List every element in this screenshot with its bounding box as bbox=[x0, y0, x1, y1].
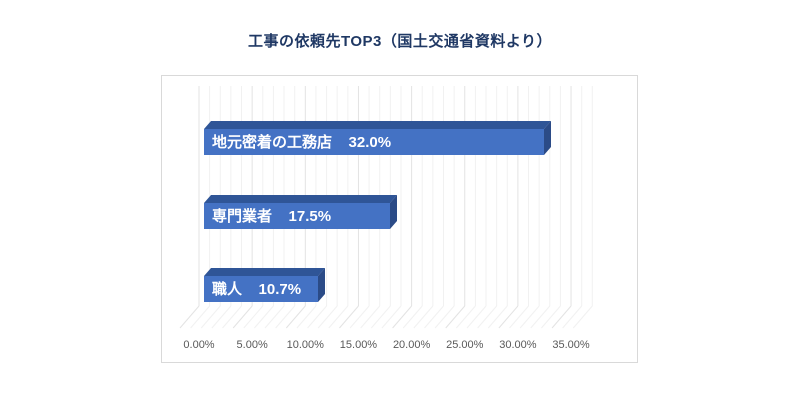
bar-1: 地元密着の工務店 32.0% bbox=[204, 121, 552, 155]
bar-top-face bbox=[204, 195, 398, 203]
floor-gridline bbox=[179, 305, 200, 329]
x-axis-tick-label: 30.00% bbox=[499, 339, 537, 351]
floor-gridline bbox=[222, 305, 242, 329]
floor-gridline bbox=[424, 305, 444, 329]
bar-2: 専門業者 17.5% bbox=[204, 195, 398, 229]
x-axis-tick-label: 0.00% bbox=[183, 339, 215, 351]
bar-label: 地元密着の工務店 32.0% bbox=[212, 135, 391, 150]
floor-gridline bbox=[466, 305, 487, 329]
x-axis-tick-label: 20.00% bbox=[392, 339, 431, 351]
bar-top-face bbox=[204, 268, 326, 276]
bar-value-label: 32.0% bbox=[348, 133, 392, 151]
floor-gridline bbox=[264, 305, 285, 329]
floor-gridline bbox=[541, 305, 561, 329]
floor-gridline bbox=[519, 305, 540, 329]
bar-category-label: 地元密着の工務店 bbox=[212, 133, 333, 151]
floor-gridline bbox=[445, 305, 466, 329]
floor-gridline bbox=[487, 305, 508, 329]
floor-gridline bbox=[190, 305, 211, 329]
floor-gridline bbox=[402, 305, 423, 329]
chart-title: 工事の依頼先TOP3（国土交通省資料より） bbox=[247, 33, 553, 50]
bar-top-face bbox=[204, 121, 552, 129]
floor-gridline bbox=[530, 305, 551, 329]
x-axis-tick-label: 5.00% bbox=[236, 339, 268, 351]
floor-gridline bbox=[307, 305, 327, 329]
x-axis-tick-label: 35.00% bbox=[552, 339, 590, 351]
floor-gridline bbox=[413, 305, 434, 329]
floor-gridline bbox=[498, 305, 519, 329]
floor-gridline bbox=[275, 305, 296, 329]
floor-gridline bbox=[296, 305, 317, 329]
floor-gridline bbox=[434, 305, 455, 329]
floor-gridline bbox=[200, 305, 221, 329]
floor-gridline bbox=[232, 305, 253, 329]
bar-category-label: 専門業者 bbox=[212, 207, 273, 225]
bar-label: 専門業者 17.5% bbox=[212, 209, 331, 224]
floor-gridline bbox=[477, 305, 498, 329]
floor-gridline bbox=[360, 305, 381, 329]
bar-value-label: 10.7% bbox=[258, 280, 302, 298]
bar-value-label: 17.5% bbox=[288, 207, 332, 225]
floor-gridline bbox=[551, 305, 572, 329]
floor-gridline bbox=[456, 305, 476, 329]
floor-gridline bbox=[392, 305, 412, 329]
floor-gridline bbox=[381, 305, 402, 329]
x-axis-tick-label: 15.00% bbox=[339, 339, 378, 351]
bar-label: 職人 10.7% bbox=[212, 282, 301, 297]
x-axis-tick-label: 10.00% bbox=[286, 339, 324, 351]
floor-gridline bbox=[339, 305, 359, 329]
floor-gridline bbox=[285, 305, 306, 329]
floor-gridline bbox=[370, 305, 391, 329]
bar-3: 職人 10.7% bbox=[204, 268, 326, 302]
floor-gridline bbox=[572, 305, 593, 329]
floor-gridline bbox=[509, 305, 529, 329]
floor-gridline bbox=[349, 305, 370, 329]
bar-category-label: 職人 bbox=[212, 280, 243, 298]
floor-gridline bbox=[317, 305, 338, 329]
floor-gridline bbox=[562, 305, 583, 329]
floor-gridline bbox=[328, 305, 349, 329]
floor-gridline bbox=[211, 305, 232, 329]
x-axis-tick-label: 25.00% bbox=[446, 339, 484, 351]
floor-gridline bbox=[243, 305, 264, 329]
floor-gridline bbox=[254, 305, 274, 329]
chart-plot-area: 地元密着の工務店 32.0% 専門業者 17.5% 職人 10.7% 0.00% 5.00%… bbox=[161, 75, 638, 363]
